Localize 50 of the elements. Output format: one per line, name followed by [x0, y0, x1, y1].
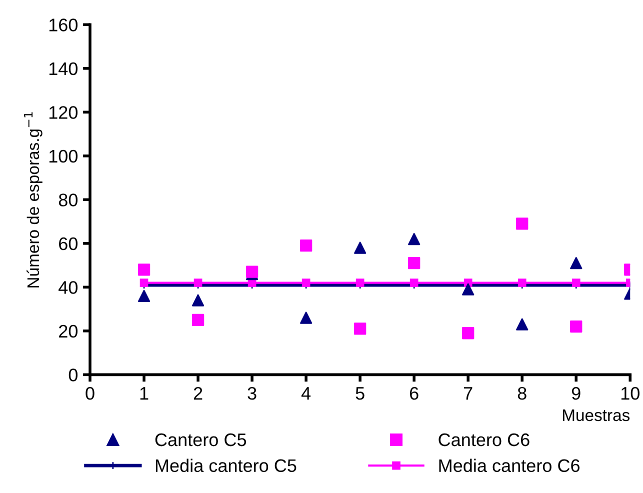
point: [570, 257, 582, 270]
x-tick-label: 3: [248, 386, 256, 400]
y-tick-label: 80: [58, 194, 78, 206]
x-tick-label: 1: [140, 387, 148, 400]
point: [140, 278, 148, 287]
point: [192, 314, 204, 326]
x-tick-label: 2: [194, 386, 202, 400]
y-tick-label: 140: [49, 62, 78, 76]
y-tick-label: 100: [49, 150, 78, 163]
point: [138, 290, 150, 302]
y-tick-label: 40: [58, 281, 78, 294]
point: [138, 264, 150, 276]
point: [300, 240, 312, 252]
x-axis-title: Muestras: [562, 409, 630, 422]
point: [246, 266, 258, 278]
x-tick-label: 6: [410, 386, 418, 400]
point: [570, 320, 582, 333]
point: [302, 278, 310, 287]
y-tick-label: 160: [49, 18, 78, 32]
point: [354, 322, 366, 335]
y-tick-label: 20: [59, 324, 78, 338]
x-tick-label: 8: [518, 386, 526, 400]
x-tick-label: 10: [621, 386, 640, 400]
x-tick-label: 5: [356, 387, 364, 400]
point: [572, 278, 580, 287]
legend-label: Media cantero C6: [439, 458, 580, 472]
point: [462, 283, 474, 296]
point: [300, 312, 312, 324]
point: [356, 278, 364, 287]
legend-label: Cantero C5: [155, 433, 246, 446]
point: [354, 242, 366, 254]
point: [408, 257, 420, 270]
y-tick-label: 120: [49, 106, 78, 119]
legend-label: Media cantero C5: [156, 458, 296, 472]
point: [194, 278, 202, 287]
y-tick-label: 60: [59, 237, 78, 250]
point: [516, 318, 528, 330]
point: [518, 278, 526, 287]
point: [408, 232, 420, 246]
x-tick-label: 7: [464, 387, 472, 400]
point: [462, 327, 474, 340]
point: [192, 294, 204, 306]
y-axis-title: Número de esporas.g$^{−1}$: [24, 112, 42, 288]
y-tick-label: 0: [68, 368, 78, 382]
point: [516, 218, 528, 230]
x-tick-label: 9: [572, 386, 580, 400]
x-tick-label: 0: [86, 386, 94, 400]
x-tick-label: 4: [301, 387, 311, 400]
legend-label: Cantero C6: [438, 433, 530, 446]
point: [410, 278, 418, 287]
